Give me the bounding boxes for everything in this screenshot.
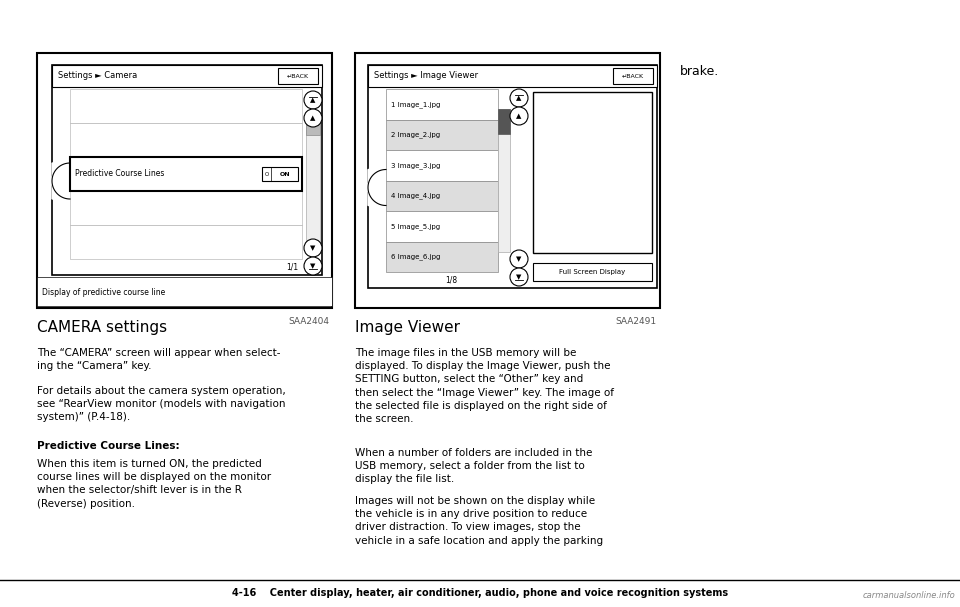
Bar	[613, 68, 653, 84]
Bar	[368, 65, 657, 288]
Text: 5 Image_5.jpg: 5 Image_5.jpg	[391, 223, 440, 229]
Bar	[262, 167, 298, 181]
Text: ▲: ▲	[516, 95, 521, 101]
Bar	[70, 225, 302, 259]
Circle shape	[304, 239, 322, 257]
Text: ▼: ▼	[516, 274, 521, 280]
Text: 1 Image_1.jpg: 1 Image_1.jpg	[391, 101, 441, 107]
Text: 1/1: 1/1	[286, 262, 298, 271]
Text: 2 Image_2.jpg: 2 Image_2.jpg	[391, 131, 440, 138]
Text: ▲: ▲	[310, 115, 316, 121]
Text: SAA2404: SAA2404	[288, 317, 329, 327]
Text: ▲: ▲	[310, 97, 316, 103]
Text: The “CAMERA” screen will appear when select-
ing the “Camera” key.: The “CAMERA” screen will appear when sel…	[37, 348, 280, 371]
Bar	[52, 65, 322, 275]
Bar	[386, 150, 498, 180]
Polygon shape	[368, 169, 386, 206]
Bar	[70, 123, 302, 157]
Text: 6 Image_6.jpg: 6 Image_6.jpg	[391, 253, 441, 260]
Bar	[355, 53, 660, 308]
Text: brake.: brake.	[680, 65, 719, 78]
Bar	[70, 157, 302, 191]
Bar	[386, 211, 498, 242]
Bar	[70, 191, 302, 225]
Text: Image Viewer: Image Viewer	[355, 320, 460, 335]
Text: carmanualsonline.info: carmanualsonline.info	[862, 591, 955, 600]
Text: ↵BACK: ↵BACK	[622, 73, 644, 78]
Bar	[70, 157, 302, 191]
Text: Settings ► Camera: Settings ► Camera	[58, 72, 137, 81]
Bar	[386, 89, 498, 120]
Bar	[386, 180, 498, 211]
Text: 1/8: 1/8	[444, 276, 457, 285]
Text: Images will not be shown on the display while
the vehicle is in any drive positi: Images will not be shown on the display …	[355, 496, 603, 546]
Text: ▼: ▼	[310, 263, 316, 269]
Text: ON: ON	[279, 172, 290, 177]
Circle shape	[510, 268, 528, 286]
Bar	[368, 65, 657, 87]
Text: For details about the camera system operation,
see “RearView monitor (models wit: For details about the camera system oper…	[37, 386, 286, 422]
Bar	[70, 89, 302, 123]
Bar	[306, 113, 320, 135]
Text: 4-16    Center display, heater, air conditioner, audio, phone and voice recognit: 4-16 Center display, heater, air conditi…	[232, 588, 728, 598]
Text: 3 Image_3.jpg: 3 Image_3.jpg	[391, 162, 441, 169]
Text: 4 Image_4.jpg: 4 Image_4.jpg	[391, 192, 440, 199]
Text: O: O	[265, 172, 269, 177]
Bar	[278, 68, 318, 84]
Bar	[533, 263, 652, 281]
Bar	[386, 120, 498, 150]
Circle shape	[304, 91, 322, 109]
Text: SAA2491: SAA2491	[616, 317, 657, 327]
Bar	[37, 277, 332, 306]
Text: The image files in the USB memory will be
displayed. To display the Image Viewer: The image files in the USB memory will b…	[355, 348, 614, 424]
Bar	[52, 65, 322, 87]
Text: ▲: ▲	[516, 113, 521, 119]
Circle shape	[304, 109, 322, 127]
Text: When a number of folders are included in the
USB memory, select a folder from th: When a number of folders are included in…	[355, 448, 592, 484]
Bar	[498, 109, 510, 134]
Bar	[533, 92, 652, 253]
Text: Predictive Course Lines:: Predictive Course Lines:	[37, 441, 180, 451]
Circle shape	[510, 250, 528, 268]
Bar	[37, 53, 332, 308]
Text: Full Screen Display: Full Screen Display	[560, 269, 626, 275]
Text: Settings ► Image Viewer: Settings ► Image Viewer	[374, 72, 478, 81]
Circle shape	[510, 107, 528, 125]
Text: When this item is turned ON, the predicted
course lines will be displayed on the: When this item is turned ON, the predict…	[37, 459, 271, 509]
Bar	[386, 242, 498, 272]
Text: Predictive Course Lines: Predictive Course Lines	[75, 169, 164, 178]
Text: ▼: ▼	[310, 245, 316, 251]
Text: ▼: ▼	[516, 256, 521, 262]
Polygon shape	[52, 163, 70, 199]
Text: CAMERA settings: CAMERA settings	[37, 320, 167, 335]
Text: ↵BACK: ↵BACK	[287, 73, 309, 78]
Circle shape	[304, 257, 322, 275]
Circle shape	[510, 89, 528, 107]
Bar	[306, 113, 320, 249]
Text: Display of predictive course line: Display of predictive course line	[42, 288, 165, 297]
Bar	[498, 109, 510, 252]
